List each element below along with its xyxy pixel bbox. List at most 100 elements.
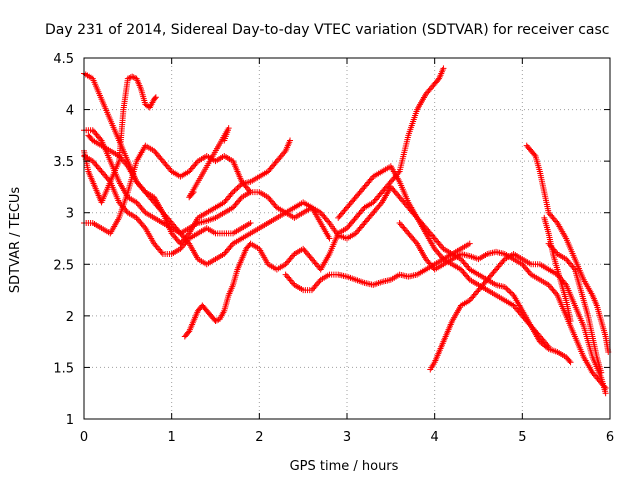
data-point	[406, 231, 413, 238]
data-point	[121, 158, 128, 165]
data-point	[355, 211, 362, 218]
data-point	[228, 242, 235, 249]
data-point	[222, 249, 229, 256]
data-point	[233, 200, 240, 207]
data-point	[287, 277, 294, 284]
data-point	[193, 159, 200, 166]
data-point	[276, 155, 283, 162]
data-point	[457, 266, 464, 273]
data-point	[595, 376, 602, 383]
data-point	[533, 329, 540, 336]
data-point	[545, 343, 552, 350]
data-point	[265, 194, 272, 201]
data-point	[157, 206, 164, 213]
data-point	[162, 212, 169, 219]
data-point	[159, 209, 166, 216]
data-point	[182, 236, 189, 243]
data-point	[234, 184, 241, 191]
data-point	[326, 235, 333, 242]
data-point	[317, 209, 324, 216]
series-track-10	[335, 163, 552, 350]
data-point	[480, 281, 487, 288]
data-point	[360, 185, 367, 192]
data-point	[119, 203, 126, 210]
data-point	[520, 314, 527, 321]
data-point	[520, 262, 527, 269]
y-tick-label: 2.5	[53, 258, 74, 273]
data-point	[345, 223, 352, 230]
data-point	[93, 162, 100, 169]
data-point	[385, 181, 392, 188]
data-point	[300, 245, 307, 252]
data-point	[273, 158, 280, 165]
data-point	[130, 74, 137, 81]
data-point	[281, 149, 288, 156]
data-point	[185, 329, 192, 336]
data-point	[386, 180, 393, 187]
data-point	[267, 197, 274, 204]
data-point	[106, 177, 113, 184]
y-tick-label: 3.5	[53, 155, 74, 170]
data-point	[133, 199, 140, 206]
data-point	[232, 201, 239, 208]
data-point	[102, 172, 109, 179]
data-point	[184, 231, 191, 238]
series-track-5	[81, 152, 254, 257]
data-point	[356, 225, 363, 232]
data-point	[488, 272, 495, 279]
data-point	[320, 212, 327, 219]
data-point	[357, 208, 364, 215]
data-point	[501, 283, 508, 290]
data-point	[177, 230, 184, 237]
data-point	[372, 196, 379, 203]
data-point	[367, 212, 374, 219]
data-point	[350, 217, 357, 224]
data-point	[566, 357, 573, 364]
data-point	[139, 186, 146, 193]
data-point	[390, 186, 397, 193]
data-point	[166, 165, 173, 172]
data-point	[315, 279, 322, 286]
data-point	[435, 250, 442, 257]
data-point	[359, 186, 366, 193]
data-point	[230, 189, 237, 196]
data-point	[354, 228, 361, 235]
data-point	[404, 228, 411, 235]
data-point	[172, 224, 179, 231]
data-point	[311, 284, 318, 291]
data-point	[359, 207, 366, 214]
data-point	[567, 318, 574, 325]
data-point	[391, 188, 398, 195]
data-point	[322, 215, 329, 222]
data-point	[457, 256, 464, 263]
data-point	[282, 261, 289, 268]
data-point	[474, 288, 481, 295]
data-point	[243, 184, 250, 191]
data-point	[138, 220, 145, 227]
data-point	[399, 222, 406, 229]
data-point	[337, 211, 344, 218]
axis-ticks: 0 1 2 3 4 5 611.522.533.544.5	[53, 52, 614, 445]
data-point	[396, 220, 403, 227]
data-point	[190, 189, 197, 196]
data-point	[117, 154, 124, 161]
data-point	[371, 197, 378, 204]
data-point	[513, 305, 520, 312]
data-point	[377, 190, 384, 197]
data-point	[123, 208, 130, 215]
data-point	[147, 194, 154, 201]
data-point	[96, 165, 103, 172]
data-point	[146, 193, 153, 200]
data-point	[136, 181, 143, 188]
data-point	[549, 286, 556, 293]
data-point	[154, 152, 161, 159]
data-point	[374, 194, 381, 201]
data-point	[525, 320, 532, 327]
data-point	[192, 161, 199, 168]
series-track-7	[181, 65, 447, 340]
data-point	[511, 304, 518, 311]
data-point	[546, 283, 553, 290]
data-point	[152, 149, 159, 156]
data-point	[169, 231, 176, 238]
data-point	[431, 235, 438, 242]
